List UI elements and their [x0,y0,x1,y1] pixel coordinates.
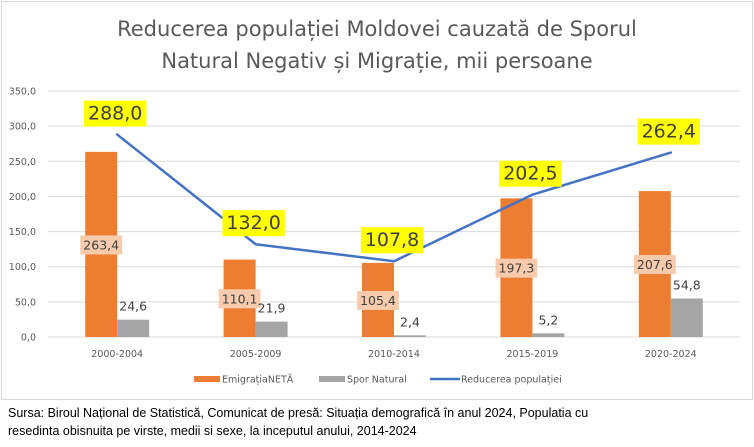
data-label-reducerea: 132,0 [222,210,285,237]
data-label-spor-natural: 54,8 [673,277,701,292]
data-label-reducerea-bg [222,210,285,237]
bar-spor-natural [117,319,150,337]
chart: Reducerea populației Moldovei cauzată de… [9,17,740,386]
legend-swatch-spor-natural [319,376,345,382]
legend-label: Reducerea populației [461,375,562,386]
data-label-emigratia-text: 110,1 [222,291,258,306]
source-note: Sursa: Biroul Național de Statistică, Co… [8,404,748,440]
y-tick-label: 300,0 [9,122,36,133]
data-label-emigratia: 263,4 [80,235,123,255]
data-label-reducerea-text: 132,0 [226,212,280,234]
gridlines [48,90,740,338]
legend-item-emigratia: EmigrațiaNETĂ [194,374,294,386]
x-tick-label: 2020-2024 [645,349,697,360]
y-tick-label: 0,0 [21,333,36,344]
data-labels: 263,4 110,1 105,4 197,3 207,6 24,6 21,9 2,4 5,2 5… [80,100,701,329]
data-label-emigratia-bg [495,258,538,278]
y-tick-label: 200,0 [9,192,36,203]
data-label-emigratia-text: 207,6 [637,257,673,272]
x-tick-label: 2010-2014 [368,349,420,360]
data-label-emigratia: 197,3 [495,258,538,278]
x-tick-label: 2000-2004 [91,349,143,360]
bar-spor-natural [394,335,426,337]
data-label-emigratia: 105,4 [357,290,399,310]
y-tick-label: 50,0 [15,297,36,308]
data-label-reducerea-bg [637,118,701,145]
source-line-2: resedinta obisnuita pe virste, medii si … [8,424,417,438]
data-label-spor-natural: 5,2 [538,312,558,327]
x-tick-label: 2005-2009 [230,349,282,360]
data-label-reducerea-text: 288,0 [88,103,142,125]
data-label-reducerea: 107,8 [360,227,424,254]
data-label-emigratia-bg [80,235,123,255]
data-label-reducerea-bg [360,227,424,254]
legend-label: Spor Natural [347,375,407,386]
data-label-reducerea: 262,4 [637,118,701,145]
data-label-emigratia-bg [218,289,261,309]
legend-item-spor-natural: Spor Natural [319,375,407,386]
data-label-reducerea: 202,5 [499,160,562,187]
data-label-emigratia-bg [357,290,399,310]
data-label-reducerea-text: 107,8 [365,229,419,251]
chart-title-line-1: Reducerea populației Moldovei cauzată de… [117,17,637,41]
legend-label: EmigrațiaNETĂ [222,374,294,386]
y-axis: 0,0 50,0 100,0 150,0 200,0 250,0 300,0 350,0 [9,87,36,344]
legend-swatch-emigratia [194,376,220,382]
legend-item-reducerea: Reducerea populației [430,375,562,386]
data-label-reducerea-bg [83,100,147,127]
line-series [115,133,673,263]
data-label-emigratia: 207,6 [633,255,676,275]
data-label-emigratia-text: 263,4 [83,237,119,252]
data-label-reducerea-bg [499,160,562,187]
data-label-reducerea-text: 202,5 [503,163,557,185]
bar-spor-natural [255,321,288,337]
data-label-spor-natural: 24,6 [119,299,147,314]
y-tick-label: 150,0 [9,227,36,238]
data-label-emigratia: 110,1 [218,289,261,309]
data-label-emigratia-text: 105,4 [360,293,396,308]
bar-spor-natural [670,298,703,337]
y-tick-label: 100,0 [9,262,36,273]
legend: EmigrațiaNETĂ Spor Natural Reducerea popul… [194,374,562,386]
data-label-emigratia-bg [633,255,676,275]
x-tick-label: 2015-2019 [507,349,559,360]
data-label-spor-natural: 21,9 [258,301,286,316]
data-label-reducerea: 288,0 [83,100,147,127]
data-label-spor-natural: 2,4 [400,314,420,329]
chart-title-line-2: Natural Negativ și Migrație, mii persoan… [161,49,592,73]
chart-title: Reducerea populației Moldovei cauzată de… [117,17,637,73]
x-axis: 2000-2004 2005-2009 2010-2014 2015-2019 2020… [91,349,696,360]
y-tick-label: 250,0 [9,157,36,168]
bar-spor-natural [532,333,565,337]
y-tick-label: 350,0 [9,87,36,98]
data-label-reducerea-text: 262,4 [642,121,696,143]
line-reducerea-populatiei [115,133,673,263]
data-label-emigratia-text: 197,3 [499,261,535,276]
source-line-1: Sursa: Biroul Național de Statistică, Co… [8,406,589,420]
